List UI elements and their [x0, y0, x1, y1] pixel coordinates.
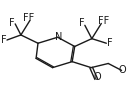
Text: F: F — [9, 18, 15, 28]
Text: F: F — [1, 35, 7, 45]
Text: N: N — [55, 32, 62, 42]
Text: FF: FF — [98, 16, 109, 26]
Text: FF: FF — [23, 13, 34, 23]
Text: O: O — [93, 72, 101, 82]
Text: F: F — [107, 38, 112, 48]
Text: F: F — [80, 18, 85, 28]
Text: O: O — [118, 65, 126, 75]
